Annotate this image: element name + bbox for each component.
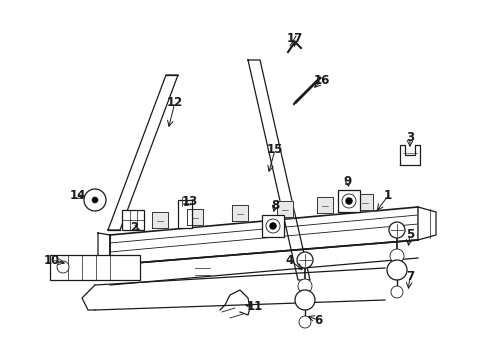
- Polygon shape: [108, 75, 178, 230]
- Polygon shape: [95, 268, 384, 310]
- Circle shape: [269, 223, 275, 229]
- Polygon shape: [247, 60, 309, 280]
- Text: 9: 9: [343, 175, 351, 189]
- Polygon shape: [399, 145, 419, 165]
- Text: 8: 8: [270, 199, 279, 212]
- Text: 5: 5: [405, 228, 413, 240]
- Bar: [337, 190, 359, 212]
- Text: 2: 2: [130, 221, 138, 234]
- Circle shape: [341, 194, 355, 208]
- Bar: [50, 255, 140, 280]
- Circle shape: [390, 286, 402, 298]
- Polygon shape: [356, 194, 372, 210]
- Polygon shape: [276, 201, 292, 217]
- Circle shape: [84, 189, 106, 211]
- Text: 1: 1: [383, 189, 391, 202]
- Text: 15: 15: [266, 144, 283, 157]
- Bar: [262, 215, 284, 237]
- Text: 13: 13: [182, 195, 198, 208]
- Text: 10: 10: [44, 253, 60, 266]
- Circle shape: [346, 198, 351, 204]
- Circle shape: [296, 252, 312, 268]
- Polygon shape: [316, 197, 332, 213]
- Circle shape: [92, 197, 98, 203]
- Text: 3: 3: [405, 131, 413, 144]
- Polygon shape: [110, 240, 417, 285]
- Circle shape: [298, 316, 310, 328]
- Polygon shape: [98, 233, 110, 267]
- Text: 17: 17: [286, 31, 303, 45]
- Polygon shape: [186, 209, 203, 225]
- Text: 4: 4: [285, 253, 293, 266]
- Polygon shape: [231, 205, 247, 221]
- Circle shape: [265, 219, 280, 233]
- FancyBboxPatch shape: [122, 210, 143, 230]
- Circle shape: [297, 279, 311, 293]
- Text: 14: 14: [70, 189, 86, 202]
- Text: 12: 12: [166, 95, 183, 108]
- Circle shape: [57, 261, 69, 273]
- Polygon shape: [110, 207, 417, 265]
- Polygon shape: [152, 212, 168, 229]
- Circle shape: [389, 249, 403, 263]
- Circle shape: [388, 222, 404, 238]
- Polygon shape: [417, 207, 435, 240]
- Bar: [178, 200, 192, 228]
- Text: 6: 6: [313, 314, 322, 327]
- Text: 11: 11: [246, 300, 263, 312]
- Circle shape: [294, 290, 314, 310]
- Text: 16: 16: [313, 73, 329, 86]
- Circle shape: [386, 260, 406, 280]
- Text: 7: 7: [405, 270, 413, 283]
